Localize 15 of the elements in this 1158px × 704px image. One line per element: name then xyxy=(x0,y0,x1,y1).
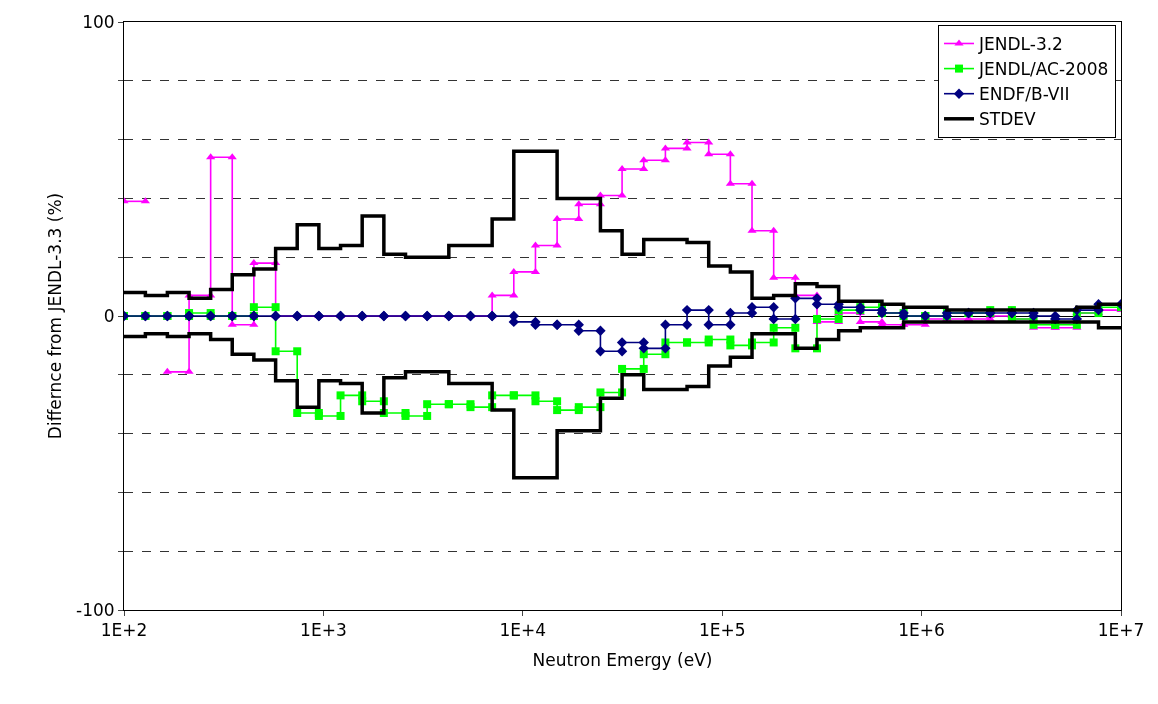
y-tick-label: 100 xyxy=(82,11,115,32)
y-tick-label: 0 xyxy=(103,305,115,326)
x-tick-label: 1E+3 xyxy=(300,620,347,641)
x-tick-label: 1E+2 xyxy=(100,620,148,641)
x-tick-label: 1E+5 xyxy=(698,620,746,641)
legend-label: ENDF/B-VII xyxy=(979,84,1070,105)
x-tick-label: 1E+7 xyxy=(1097,620,1145,641)
x-tick-label: 1E+6 xyxy=(898,620,945,641)
legend-label: JENDL-3.2 xyxy=(978,34,1063,55)
x-axis-title: Neutron Emergy (eV) xyxy=(532,649,713,670)
y-axis-title: Differnce from JENDL-3.3 (%) xyxy=(44,192,65,440)
x-tick-label: 1E+4 xyxy=(499,620,547,641)
legend-label: JENDL/AC-2008 xyxy=(978,59,1109,80)
legend-label: STDEV xyxy=(979,109,1037,130)
y-tick-label: -100 xyxy=(76,599,115,620)
